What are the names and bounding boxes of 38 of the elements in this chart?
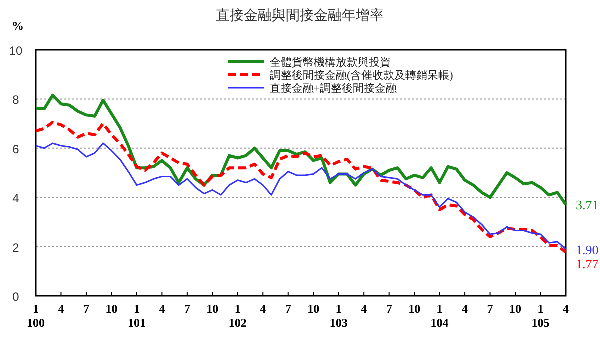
legend-label: 直接金融+調整後間接金融 xyxy=(270,82,398,95)
y-tick-label: 2 xyxy=(12,240,20,255)
x-tick-label: 1 102 xyxy=(228,302,247,330)
y-tick-label: 0 xyxy=(12,290,20,304)
x-tick-label: 4 xyxy=(58,302,64,316)
y-tick-label: 4 xyxy=(12,192,20,206)
x-tick-label: 10 xyxy=(106,302,118,316)
x-tick-label: 10 xyxy=(308,302,320,316)
y-tick-label: 8 xyxy=(12,93,20,108)
x-tick-label: 7 xyxy=(487,302,494,316)
x-tick-label: 4 xyxy=(260,302,266,316)
x-tick-label: 7 xyxy=(83,302,90,316)
data-label: 3.71 xyxy=(576,198,599,213)
y-tick-label: 10 xyxy=(9,44,23,58)
x-tick-label: 7 xyxy=(386,302,392,316)
data-label: 1.77 xyxy=(576,256,600,272)
x-tick-label: 1 100 xyxy=(27,302,45,330)
x-tick-label: 1 104 xyxy=(430,302,449,330)
x-tick-label: 1 103 xyxy=(330,302,348,330)
x-tick-label: 7 xyxy=(184,302,190,316)
legend-label: 全體貨幣機構放款與投資 xyxy=(270,56,391,69)
x-tick-label: 10 xyxy=(408,302,421,316)
x-tick-label: 4 xyxy=(563,302,569,316)
data-label: 1.90 xyxy=(576,242,599,258)
x-tick-label: 1 101 xyxy=(128,302,146,330)
legend-label: 調整後間接金融(含催收款及轉銷呆帳) xyxy=(270,69,454,82)
x-tick-label: 1 105 xyxy=(532,302,550,330)
y-tick-label: 6 xyxy=(12,142,20,156)
y-axis-title: % xyxy=(12,19,24,33)
line-series xyxy=(35,142,567,250)
x-tick-label: 7 xyxy=(285,302,292,316)
x-tick-label: 4 xyxy=(159,302,166,316)
line-series xyxy=(34,121,568,254)
x-tick-label: 10 xyxy=(206,302,219,316)
x-tick-label: 4 xyxy=(361,302,368,316)
x-tick-label: 10 xyxy=(510,302,522,316)
chart-title: 直接金融與間接金融年增率 xyxy=(216,8,384,24)
x-tick-label: 4 xyxy=(462,302,468,316)
